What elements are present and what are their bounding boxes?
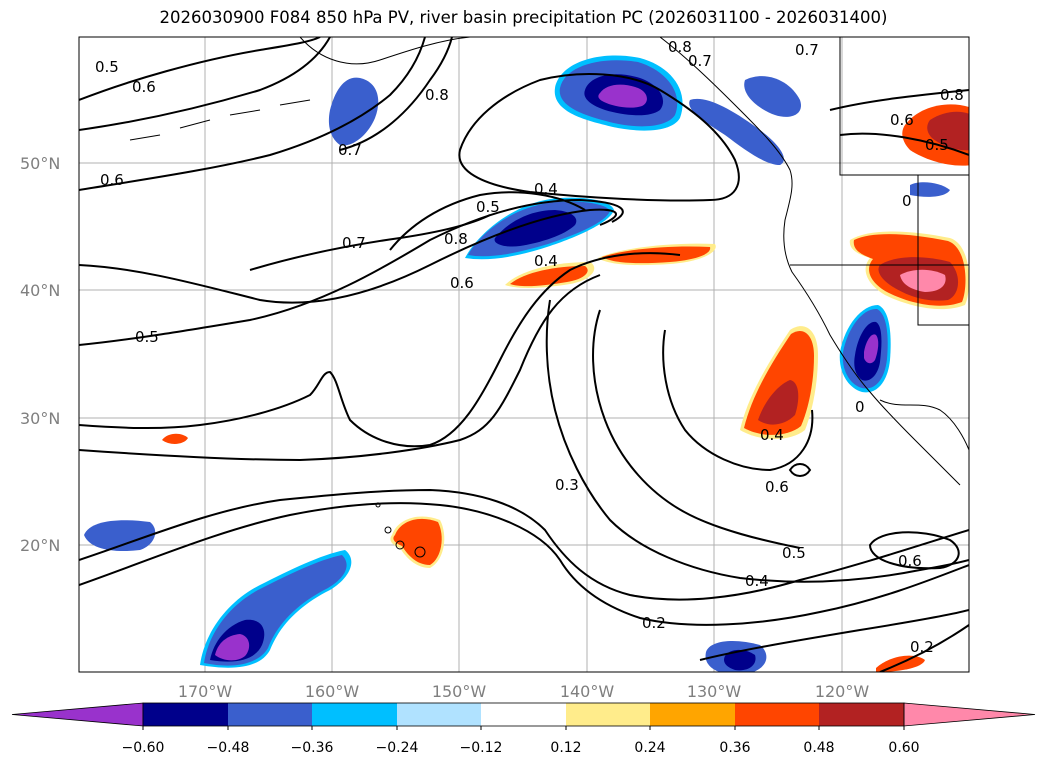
colorbar-segment	[481, 703, 566, 726]
contour-label: 0.2	[910, 638, 934, 656]
contour-label: 0	[855, 398, 865, 416]
lat-label: 50°N	[20, 154, 60, 173]
colorbar-tick-label: 0.24	[634, 740, 665, 756]
lon-label: 170°W	[178, 682, 233, 701]
colorbar-tick-label: −0.48	[207, 740, 250, 756]
contour-label: 0.5	[95, 58, 119, 76]
contour-label: 0.4	[745, 572, 769, 590]
contour-label: 0.6	[898, 552, 922, 570]
contour-label: 0.7	[688, 52, 712, 70]
colorbar-extend-min	[11, 702, 144, 727]
colorbar-segment	[143, 703, 228, 726]
contour-label: 0.6	[132, 78, 156, 96]
map-content: 0.5 0.6 0.6 0.7 0.8 0.8 0.7 0.7 0.8 0.6 …	[79, 37, 969, 672]
contour-labels: 0.5 0.6 0.6 0.7 0.8 0.8 0.7 0.7 0.8 0.6 …	[95, 38, 964, 656]
colorbar-segment	[228, 703, 312, 726]
map-title: 2026030900 F084 850 hPa PV, river basin …	[159, 8, 888, 27]
colorbar-segment	[819, 703, 904, 726]
latitude-labels: 50°N 40°N 30°N 20°N	[20, 154, 60, 555]
colorbar-tick-label: 0.12	[550, 740, 581, 756]
colorbar-segment	[312, 703, 397, 726]
lon-label: 150°W	[432, 682, 487, 701]
contour-label: 0.7	[342, 234, 366, 252]
precip-negative-anomalies	[84, 55, 950, 672]
colorbar-ticks: −0.60 −0.48 −0.36 −0.24 −0.12 0.12 0.24 …	[122, 740, 920, 756]
contour-label: 0.8	[940, 86, 964, 104]
contour-label: 0.8	[668, 38, 692, 56]
map-frame	[78, 36, 970, 673]
contour-label: 0.7	[795, 41, 819, 59]
colorbar-tick-label: −0.60	[122, 740, 165, 756]
contour-label: 0.6	[890, 111, 914, 129]
lat-label: 40°N	[20, 281, 60, 300]
lat-label: 20°N	[20, 536, 60, 555]
colorbar-tick-label: −0.24	[376, 740, 419, 756]
contour-label: 0.4	[534, 252, 558, 270]
contour-label: 0.3	[555, 476, 579, 494]
pv-contours	[79, 37, 969, 672]
contour-label: 0.5	[135, 328, 159, 346]
lon-label: 140°W	[560, 682, 615, 701]
contour-label: 0.5	[925, 136, 949, 154]
colorbar: −0.60 −0.48 −0.36 −0.24 −0.12 0.12 0.24 …	[11, 702, 1036, 756]
contour-label: 0.8	[444, 230, 468, 248]
contour-label: 0.6	[765, 478, 789, 496]
precip-positive-anomalies	[162, 104, 969, 672]
contour-label: 0.4	[534, 180, 558, 198]
colorbar-segment	[397, 703, 481, 726]
contour-label: 0.8	[425, 86, 449, 104]
lat-label: 30°N	[20, 409, 60, 428]
contour-label: 0	[902, 192, 912, 210]
colorbar-segment	[650, 703, 735, 726]
colorbar-segment	[735, 703, 819, 726]
colorbar-tick-label: −0.12	[460, 740, 503, 756]
contour-label: 0.6	[450, 274, 474, 292]
contour-label: 0.4	[760, 426, 784, 444]
colorbar-segments	[11, 702, 1036, 730]
colorbar-tick-label: 0.48	[803, 740, 834, 756]
colorbar-segment	[566, 703, 650, 726]
map-background	[79, 37, 969, 672]
contour-label: 0.2	[642, 614, 666, 632]
coastlines	[129, 37, 969, 558]
lon-label: 160°W	[305, 682, 360, 701]
lon-label: 130°W	[687, 682, 742, 701]
longitude-labels: 170°W 160°W 150°W 140°W 130°W 120°W	[178, 682, 870, 701]
colorbar-outline	[142, 702, 905, 727]
lon-label: 120°W	[815, 682, 870, 701]
contour-label: 0.6	[100, 171, 124, 189]
contour-label: 0.5	[782, 544, 806, 562]
colorbar-tick-label: 0.36	[719, 740, 750, 756]
contour-label: 0.7	[338, 141, 362, 159]
contour-label: 0.5	[476, 198, 500, 216]
colorbar-tick-label: 0.60	[888, 740, 919, 756]
colorbar-extend-max	[903, 702, 1036, 727]
colorbar-tick-label: −0.36	[291, 740, 334, 756]
